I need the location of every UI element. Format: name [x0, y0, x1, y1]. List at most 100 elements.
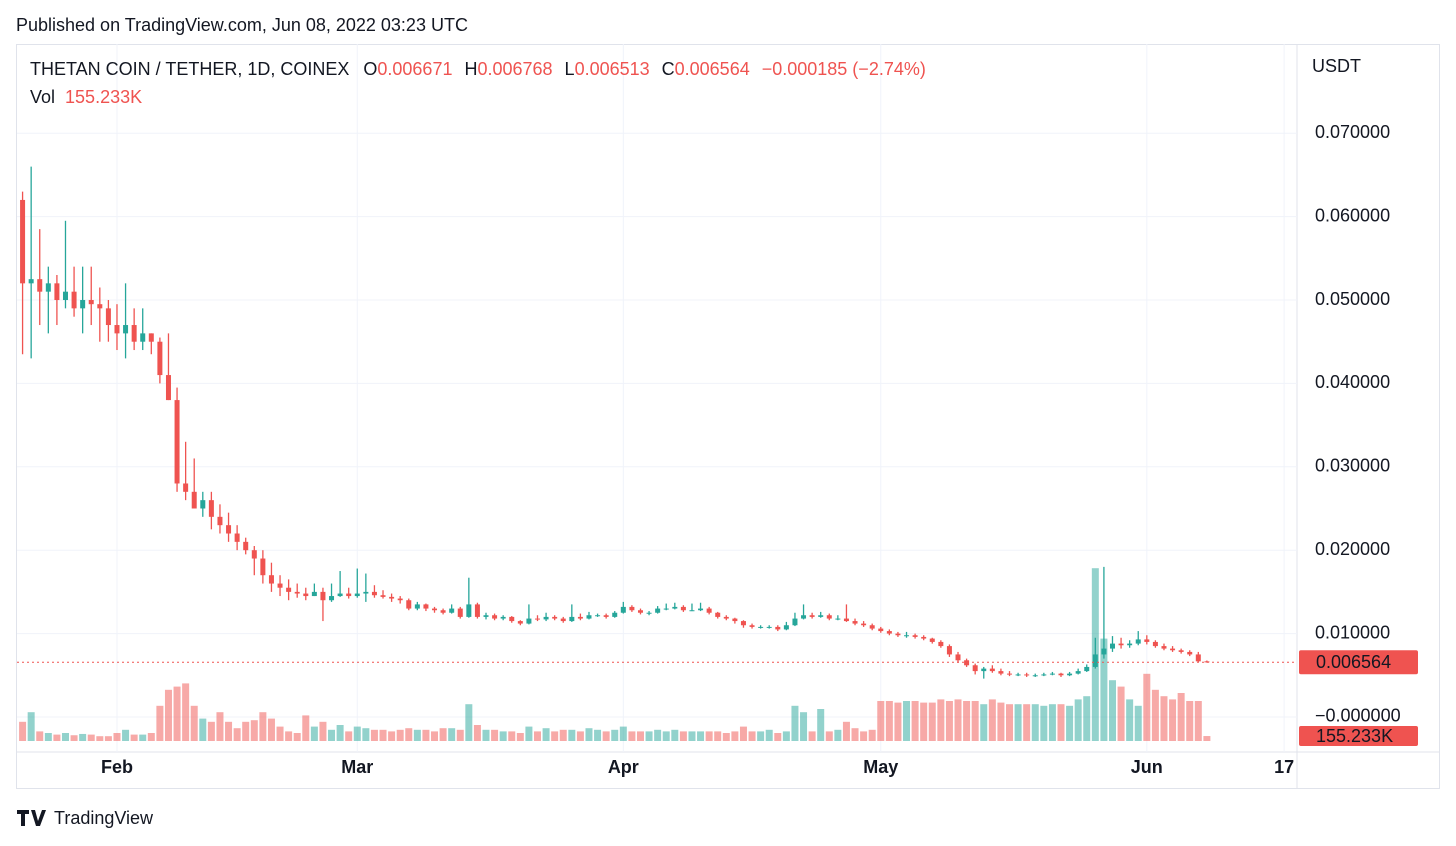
volume-bar — [499, 731, 507, 741]
candle-body — [586, 615, 592, 619]
volume-bar — [207, 721, 215, 741]
volume-bar — [662, 731, 670, 741]
candle-body — [260, 558, 266, 576]
candle-body — [440, 610, 446, 613]
ohlc-value: 0.006671 — [377, 59, 452, 79]
x-tick-label: Jun — [1131, 757, 1163, 777]
candle-body — [663, 608, 669, 610]
candle-body — [577, 616, 583, 619]
volume-bar — [79, 733, 87, 741]
volume-bar — [594, 729, 602, 741]
candle-body — [174, 400, 180, 484]
candle-body — [706, 608, 712, 613]
ohlc-value: 0.006768 — [477, 59, 552, 79]
candle-body — [1058, 673, 1064, 676]
volume-bar — [96, 736, 104, 741]
volume-bar — [1074, 699, 1082, 741]
volume-bar — [190, 705, 198, 741]
volume-bar — [842, 721, 850, 741]
ohlc-value: 0.006513 — [575, 59, 650, 79]
volume-bar — [619, 726, 627, 741]
volume-tag — [1299, 726, 1418, 746]
candle-body — [998, 671, 1004, 674]
candle-body — [698, 608, 704, 611]
volume-bar — [276, 726, 284, 741]
candle-body — [732, 618, 738, 622]
candle-body — [1084, 666, 1090, 672]
candle-body — [1109, 643, 1115, 649]
candle-body — [71, 291, 77, 309]
candle-body — [1135, 639, 1141, 644]
volume-bar — [53, 734, 61, 741]
candle-body — [389, 596, 395, 599]
candle-body — [311, 591, 317, 597]
candle-body — [45, 283, 51, 292]
candle-body — [989, 668, 995, 672]
candle-body — [20, 199, 26, 284]
volume-bar — [164, 689, 172, 741]
last-price-tag — [1299, 650, 1418, 675]
volume-bar — [688, 731, 696, 741]
candle-body — [329, 596, 335, 601]
volume-bar — [1177, 693, 1185, 741]
volume-bar — [1134, 705, 1142, 741]
volume-bar — [216, 712, 224, 741]
volume-bar — [705, 731, 713, 741]
x-tick-label: 17 — [1274, 757, 1294, 777]
volume-bar — [379, 729, 387, 741]
candle-body — [37, 279, 43, 292]
volume-bar — [87, 734, 95, 741]
volume-bar — [722, 733, 730, 741]
volume-bar — [988, 699, 996, 741]
candle-body — [629, 606, 635, 611]
y-tick-label: 0.020000 — [1315, 539, 1390, 559]
candle-body — [826, 615, 832, 619]
volume-bar — [353, 726, 361, 741]
volume-bar — [362, 728, 370, 741]
candle-body — [775, 626, 781, 630]
candle-body — [243, 541, 249, 551]
candle-body — [946, 646, 952, 655]
volume-bar — [860, 731, 868, 741]
volume-bar — [1031, 704, 1039, 741]
candle-body — [1041, 674, 1047, 676]
volume-bar — [937, 699, 945, 741]
volume-bar — [302, 715, 310, 741]
change: −0.000185 (−2.74%) — [762, 59, 926, 79]
volume-bar — [147, 733, 155, 741]
volume-bar — [1023, 704, 1031, 741]
candle-body — [88, 300, 94, 305]
volume-bar — [1006, 704, 1014, 741]
volume-bar — [465, 704, 473, 741]
candle-body — [251, 550, 257, 559]
volume-bar — [1126, 699, 1134, 741]
volume-bar — [1203, 736, 1211, 741]
candle-body — [294, 591, 300, 594]
volume-bar — [1194, 701, 1202, 741]
volume-bar — [1048, 704, 1056, 741]
candle-body — [904, 635, 910, 637]
candle-body — [1152, 641, 1158, 647]
volume-bar — [473, 725, 481, 741]
volume-bar — [259, 712, 267, 741]
volume-bar — [516, 733, 524, 741]
volume-bar — [576, 731, 584, 741]
candle-body — [183, 483, 189, 492]
volume-bar — [293, 733, 301, 741]
volume-bar — [739, 726, 747, 741]
volume-bar — [156, 705, 164, 741]
candle-body — [740, 621, 746, 626]
candle-body — [612, 612, 618, 617]
volume-bar — [559, 729, 567, 741]
y-tick-label: −0.000000 — [1315, 706, 1401, 726]
candle-body — [1144, 639, 1150, 642]
candle-body — [165, 375, 171, 401]
candle-body — [380, 595, 386, 597]
candle-body — [792, 618, 798, 626]
volume-bar — [697, 731, 705, 741]
volume-bar — [491, 729, 499, 741]
candle-body — [560, 618, 566, 622]
candle-body — [655, 608, 661, 613]
legend-line: THETAN COIN / TETHER, 1D, COINEX O0.00667… — [30, 59, 926, 79]
volume-bar — [971, 701, 979, 741]
